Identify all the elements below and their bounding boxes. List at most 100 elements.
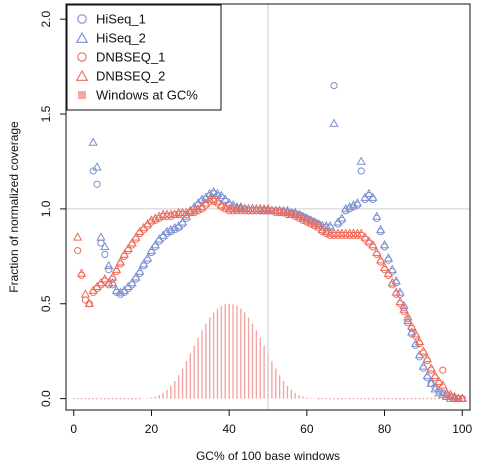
dnbseq-2-point (414, 336, 425, 346)
hiseq-2-point (236, 201, 246, 211)
y-tick-label: 2.0 (39, 11, 53, 28)
hiseq-2-point (166, 224, 176, 234)
dnbseq-2-point (154, 211, 164, 220)
dnbseq-1-point (439, 366, 447, 374)
dnbseq-2-point (100, 274, 110, 283)
dnbseq-2-point (146, 215, 157, 224)
hiseq-2-point (438, 389, 448, 399)
legend-marker-dnbseq-2 (75, 69, 89, 81)
dnbseq-2-point (306, 217, 316, 226)
y-axis-label: Fraction of normalized coverage (7, 121, 21, 293)
dnbseq-2-point (313, 220, 324, 230)
hiseq-1-point (101, 250, 109, 259)
dnbseq-2-point (302, 215, 312, 224)
dnbseq-2-point (356, 228, 366, 237)
legend-label-dnbseq-1: DNBSEQ_1 (96, 50, 165, 65)
hiseq-2-point (422, 370, 432, 380)
dnbseq-2-point (185, 207, 195, 216)
dnbseq-2-point (426, 363, 436, 372)
x-tick-label: 60 (300, 422, 314, 436)
dnbseq-2-point (395, 296, 405, 306)
dnbseq-2-point (127, 238, 137, 247)
x-tick-label: 100 (452, 422, 472, 436)
hiseq-2-point (216, 190, 227, 199)
dnbseq-2-point (309, 219, 320, 228)
hiseq-2-point (383, 253, 394, 262)
hiseq-2-point (387, 264, 397, 273)
dnbseq-2-point (438, 380, 448, 389)
hiseq-2-point (104, 260, 114, 270)
dnbseq-1-point (74, 247, 82, 255)
x-tick-label: 80 (378, 422, 392, 436)
dnbseq-2-point (321, 226, 331, 235)
dnbseq-2-point (430, 370, 440, 380)
dnbseq-2-point (76, 268, 87, 277)
hiseq-1-point (105, 266, 113, 274)
hiseq-2-point (430, 384, 440, 393)
points-layer (73, 19, 467, 403)
dnbseq-2-point (387, 277, 397, 287)
dnbseq-2-point (434, 376, 444, 385)
hiseq-2-point (139, 258, 149, 268)
legend: HiSeq_1 HiSeq_2 DNBSEQ_1 DNBSEQ_2 Windows at… (66, 4, 222, 111)
y-tick-label: 1.0 (39, 200, 53, 217)
dnbseq-2-point (391, 287, 401, 296)
dnbseq-2-point (457, 393, 467, 402)
hiseq-2-point (426, 378, 436, 387)
dnbseq-2-point (73, 232, 83, 241)
dnbseq-2-point (80, 289, 91, 298)
dnbseq-2-point (208, 194, 219, 203)
dnbseq-2-point (123, 243, 133, 253)
hiseq-2-point (146, 245, 157, 254)
hiseq-2-point (115, 287, 126, 296)
hiseq-2-point (131, 272, 141, 281)
dnbseq-2-point (84, 298, 94, 308)
hiseq-2-point (170, 222, 180, 232)
y-axis-ticks: 0.0 0.5 1.0 1.5 2.0 (39, 11, 66, 407)
hiseq-2-point (177, 217, 188, 226)
y-tick-label: 1.5 (39, 105, 53, 122)
dnbseq-2-point (150, 213, 160, 222)
hiseq-2-point (142, 253, 153, 262)
hiseq-2-point (348, 200, 359, 209)
hiseq-2-point (224, 198, 234, 207)
dnbseq-2-point (410, 329, 421, 338)
legend-marker-hiseq-1 (77, 14, 87, 24)
hiseq-2-point (407, 327, 417, 336)
hiseq-2-point (111, 285, 122, 294)
dnbseq-2-point (115, 256, 126, 266)
dnbseq-2-point (119, 249, 129, 258)
hiseq-2-point (344, 201, 355, 211)
x-tick-label: 0 (70, 422, 77, 436)
hiseq-1-point (89, 167, 97, 175)
dnbseq-2-point (298, 213, 308, 222)
legend-marker-dnbseq-1 (77, 52, 87, 62)
hiseq-2-point (100, 241, 110, 251)
dnbseq-2-point (189, 205, 199, 215)
hiseq-2-point (88, 137, 98, 146)
dnbseq-2-point (422, 353, 432, 363)
hiseq-2-point (205, 188, 215, 198)
legend-box (66, 4, 222, 111)
plot-frame (65, 3, 471, 411)
dnbseq-2-point (364, 236, 374, 245)
hiseq-2-point (376, 224, 386, 234)
dnbseq-2-point (360, 232, 370, 241)
hiseq-2-point (92, 162, 102, 171)
dnbseq-2-point (290, 209, 300, 218)
x-tick-label: 20 (145, 422, 159, 436)
legend-label-hiseq-1: HiSeq_1 (96, 12, 146, 27)
hiseq-2-point (127, 277, 137, 287)
dnbseq-2-point (317, 224, 328, 234)
dnbseq-2-point (294, 211, 304, 220)
legend-label-windows-at-gc: Windows at GC% (96, 88, 198, 103)
x-tick-label: 40 (222, 422, 236, 436)
hiseq-1-point (330, 81, 338, 90)
legend-marker-hiseq-2 (75, 31, 89, 43)
dnbseq-2-point (403, 312, 413, 321)
hiseq-2-point (341, 203, 351, 213)
y-tick-label: 0.5 (39, 295, 53, 312)
dnbseq-2-point (442, 387, 452, 397)
hiseq-2-point (418, 361, 429, 370)
dnbseq-2-point (282, 207, 293, 216)
